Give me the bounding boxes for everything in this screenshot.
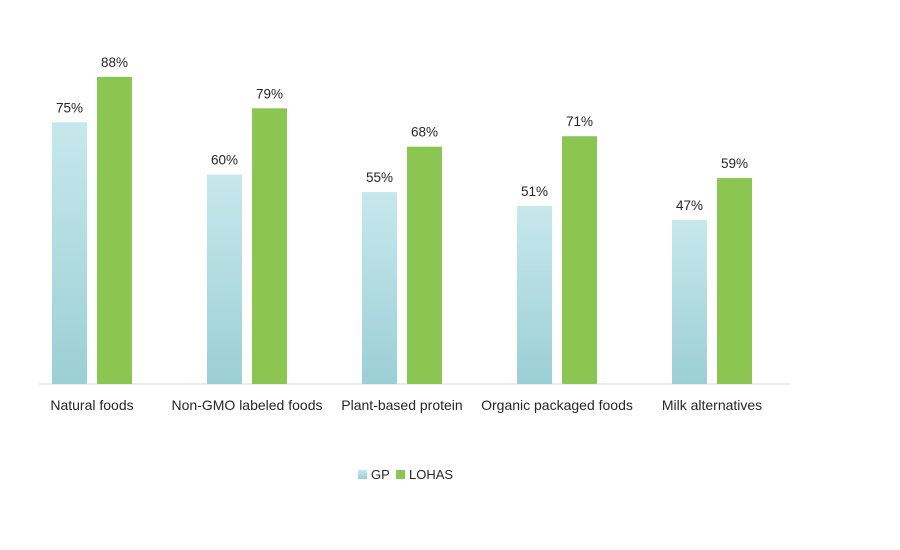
value-label-lohas-non-gmo-labeled-foods: 79% bbox=[256, 86, 283, 101]
value-label-lohas-plant-based-protein: 68% bbox=[411, 125, 438, 140]
category-label-natural-foods: Natural foods bbox=[50, 397, 133, 413]
value-label-gp-non-gmo-labeled-foods: 60% bbox=[211, 153, 238, 168]
value-label-gp-organic-packaged-foods: 51% bbox=[521, 184, 548, 199]
legend-label-lohas: LOHAS bbox=[409, 467, 453, 482]
legend-swatch-gp bbox=[358, 470, 367, 479]
bar-lohas-natural-foods bbox=[97, 76, 132, 384]
category-label-non-gmo-labeled-foods: Non-GMO labeled foods bbox=[172, 397, 323, 413]
bar-gp-plant-based-protein bbox=[362, 192, 397, 384]
value-label-lohas-organic-packaged-foods: 71% bbox=[566, 114, 593, 129]
bar-gp-organic-packaged-foods bbox=[517, 206, 552, 384]
value-label-lohas-natural-foods: 88% bbox=[101, 55, 128, 70]
legend: GP LOHAS bbox=[358, 467, 453, 482]
bar-gp-non-gmo-labeled-foods bbox=[207, 174, 242, 384]
bar-lohas-milk-alternatives bbox=[717, 178, 752, 384]
legend-swatch-lohas bbox=[396, 470, 405, 479]
category-label-milk-alternatives: Milk alternatives bbox=[662, 397, 762, 413]
category-label-plant-based-protein: Plant-based protein bbox=[341, 397, 462, 413]
value-label-gp-natural-foods: 75% bbox=[56, 100, 83, 115]
value-label-gp-plant-based-protein: 55% bbox=[366, 170, 393, 185]
legend-label-gp: GP bbox=[371, 467, 390, 482]
bar-gp-natural-foods bbox=[52, 122, 87, 384]
bar-lohas-non-gmo-labeled-foods bbox=[252, 108, 287, 384]
value-label-lohas-milk-alternatives: 59% bbox=[721, 156, 748, 171]
value-label-gp-milk-alternatives: 47% bbox=[676, 198, 703, 213]
bar-lohas-organic-packaged-foods bbox=[562, 136, 597, 384]
category-label-organic-packaged-foods: Organic packaged foods bbox=[481, 397, 633, 413]
bar-gp-milk-alternatives bbox=[672, 219, 707, 384]
bar-lohas-plant-based-protein bbox=[407, 146, 442, 384]
